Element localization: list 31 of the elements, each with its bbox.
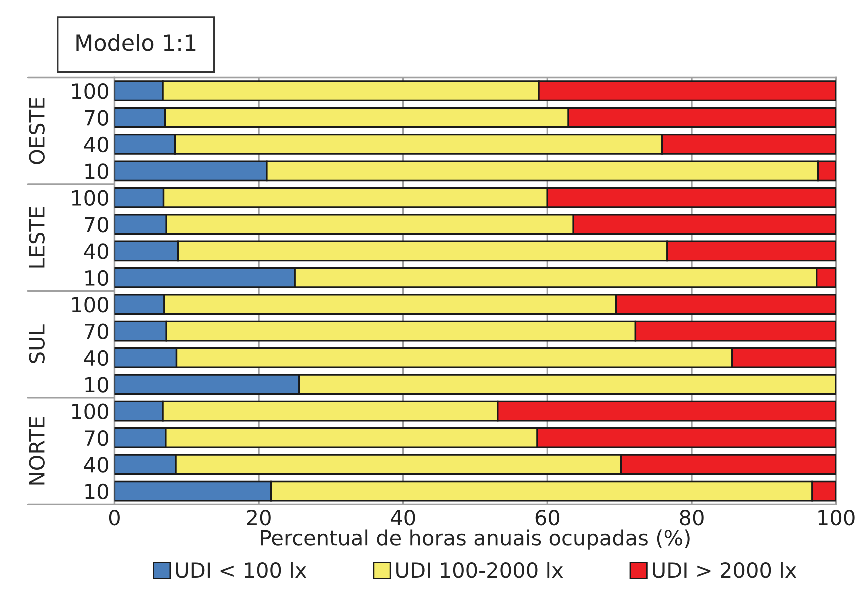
y-tick-label: 100 — [72, 404, 108, 420]
y-tick-label: 100 — [72, 84, 108, 100]
y-tick-label: 10 — [86, 270, 108, 286]
y-tick-label: 70 — [85, 216, 108, 233]
y-tick-label: 70 — [85, 430, 108, 446]
y-tick-label: 70 — [85, 324, 108, 340]
y-tick-label: 10 — [86, 484, 108, 500]
y-tick-label: 10 — [86, 164, 108, 180]
x-tick-label: 60 — [536, 510, 560, 526]
x-tick-label: 40 — [391, 510, 416, 526]
x-tick-label: 100 — [818, 510, 855, 526]
text: NORTE — [29, 417, 45, 485]
y-tick-label: 10 — [86, 377, 108, 393]
y-tick-label: 100 — [72, 190, 108, 206]
x-tick-label: 0 — [109, 510, 120, 526]
y-tick-label: 40 — [84, 350, 108, 366]
y-tick-label: 70 — [85, 110, 108, 126]
y-tick-label: 40 — [84, 244, 108, 260]
text: SUL — [29, 324, 45, 364]
y-tick-label: 100 — [72, 297, 108, 313]
x-tick-label: 20 — [247, 510, 271, 526]
x-axis-title: Percentual de horas anuais ocupadas (%) — [261, 530, 690, 550]
x-tick-label: 80 — [680, 510, 704, 526]
text: OESTE — [29, 98, 45, 164]
y-tick-label: 40 — [84, 457, 108, 473]
legend-label: UDI 100-2000 lx — [396, 562, 564, 578]
legend-label: UDI < 100 lx — [176, 562, 307, 578]
y-tick-label: 40 — [84, 136, 108, 153]
legend-label: UDI > 2000 lx — [653, 562, 797, 578]
chart-title: Modelo 1:1 — [76, 34, 196, 52]
text: LESTE — [29, 207, 45, 268]
